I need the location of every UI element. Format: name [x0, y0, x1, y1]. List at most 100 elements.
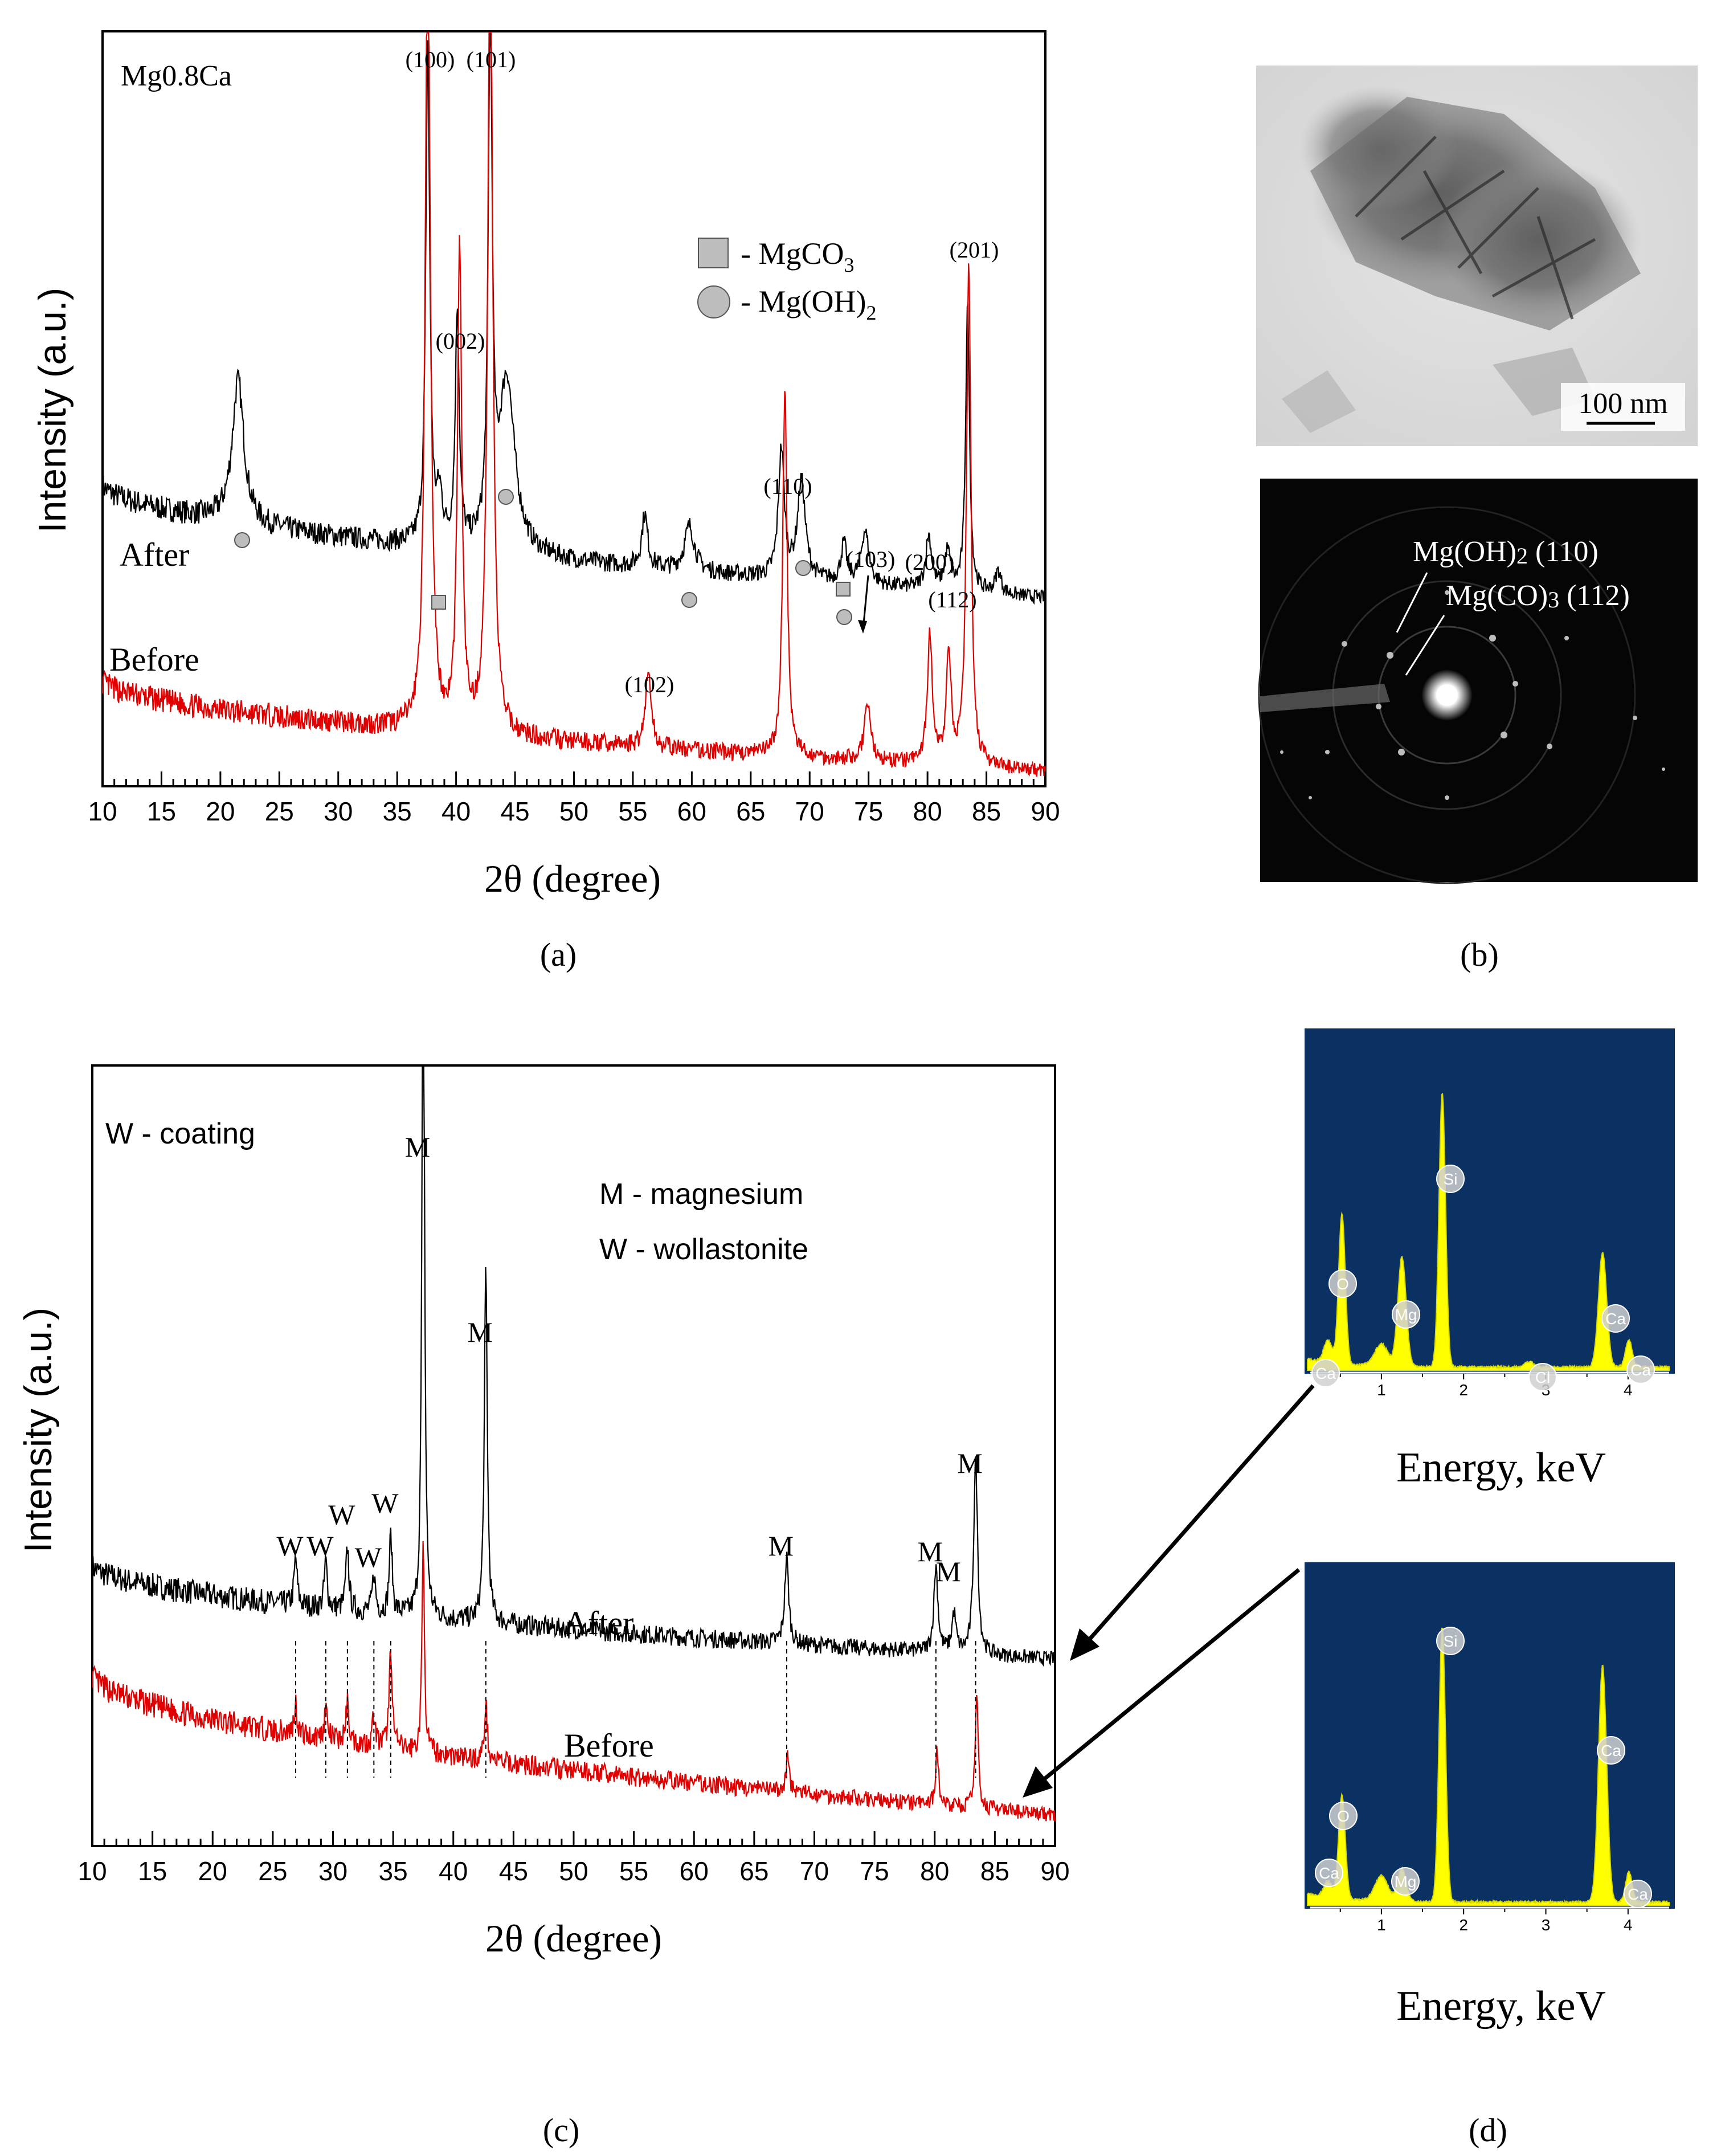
eds-element-label: O: [1337, 1807, 1350, 1825]
eds-tick-label: 1: [1377, 1381, 1386, 1399]
x-tick-label: 75: [860, 1856, 889, 1886]
mgco3-marker: [431, 595, 446, 610]
hkl-label: (103): [846, 546, 896, 572]
eds-element-badge: [1311, 1359, 1340, 1387]
eds-element-label: Mg: [1395, 1306, 1417, 1324]
x-tick-label: 45: [500, 797, 529, 826]
eds-element-label: Mg: [1395, 1873, 1417, 1890]
eds-element-badge: [1528, 1363, 1557, 1391]
saed-label-110: Mg(OH)2 (110): [1413, 536, 1599, 569]
hkl-label: (200): [905, 549, 955, 575]
x-tick-label: 15: [147, 797, 176, 826]
x-tick-label: 30: [324, 797, 353, 826]
series-line-after: [101, 31, 1046, 605]
mgoh2-marker: [795, 560, 811, 576]
x-tick-label: 40: [439, 1856, 468, 1886]
x-tick-label: 50: [559, 1856, 588, 1886]
eds-tick-label: 4: [1624, 1916, 1633, 1934]
x-tick-label: 80: [920, 1856, 949, 1886]
eds-plot-1: 1234CaOMgSiClCaCa: [1305, 1093, 1675, 1399]
eds-element-badge: [1315, 1859, 1343, 1887]
x-tick-label: 15: [138, 1856, 167, 1886]
eds-element-badge: [1601, 1304, 1630, 1333]
peak-mark-label: M: [405, 1131, 430, 1163]
panel-label-c: (c): [543, 2112, 579, 2149]
peak-mark-label: M: [768, 1530, 794, 1562]
eds-spectrum-fill: [1307, 1627, 1670, 1906]
x-tick-label: 90: [1040, 1856, 1069, 1886]
mgoh2-marker: [234, 532, 250, 548]
x-tick-label: 90: [1031, 797, 1060, 826]
series-label-after-a: After: [120, 536, 189, 573]
x-ticks-c: 10 15 20 25 30 35 40 45 50 55 60 65 70 75 80 85 90: [77, 1831, 1070, 1886]
pointer-arrow: [1041, 1568, 1301, 1782]
eds-spectrum-1: [1305, 1028, 1675, 1399]
mgoh2-marker: [836, 609, 852, 625]
pointer-arrowhead: [1070, 1628, 1099, 1661]
x-tick-label: 20: [206, 797, 235, 826]
series-lines-a: [101, 31, 1047, 777]
scale-bar-label: 100 nm: [1578, 387, 1667, 420]
x-tick-label: 70: [800, 1856, 829, 1886]
pointer-arrowhead: [1023, 1766, 1053, 1798]
series-label-after-c: After: [564, 1604, 633, 1642]
hkl-arrow: [862, 575, 869, 630]
eds-element-badge: [1626, 1355, 1655, 1384]
series-label-before-c: Before: [564, 1727, 654, 1764]
legend-wollastonite: W - wollastonite: [599, 1233, 808, 1266]
legend-circle-icon: [697, 285, 730, 318]
y-axis-label-a: Intensity (a.u.): [31, 288, 74, 533]
x-tick-label: 35: [379, 1856, 408, 1886]
x-tick-label: 85: [972, 797, 1001, 826]
x-tick-label: 85: [980, 1856, 1009, 1886]
x-tick-label: 10: [77, 1856, 107, 1886]
eds-element-label: Ca: [1601, 1742, 1621, 1759]
eds-tick-label: 2: [1459, 1381, 1468, 1399]
mgoh2-marker: [681, 592, 697, 608]
x-tick-label: 40: [442, 797, 471, 826]
x-tick-label: 20: [198, 1856, 227, 1886]
x-tick-label: 45: [499, 1856, 528, 1886]
x-tick-label: 60: [680, 1856, 709, 1886]
eds-element-label: Ca: [1630, 1361, 1651, 1379]
hkl-label: (110): [763, 473, 812, 499]
peak-mark-label: W: [306, 1530, 334, 1562]
peak-mark-label: M: [935, 1555, 960, 1587]
peak-mark-label: M: [918, 1536, 943, 1567]
eds-element-label: Ca: [1628, 1885, 1648, 1903]
eds-spectrum-fill: [1307, 1093, 1670, 1371]
peak-mark-label: M: [468, 1316, 493, 1348]
peak-mark-label: W: [371, 1487, 399, 1519]
hkl-label: (100): [406, 47, 455, 72]
eds-axis-band: [1305, 1374, 1675, 1399]
saed-label-112: Mg(CO)3 (112): [1446, 579, 1630, 612]
x-tick-label: 55: [619, 1856, 648, 1886]
saed-pointer: [1405, 615, 1445, 676]
series-lines-c: [91, 1065, 1056, 1822]
eds-tick-label: 3: [1542, 1916, 1551, 1934]
legend-mgco3: - MgCO3: [741, 236, 855, 276]
peak-mark-label: W: [355, 1541, 382, 1573]
x-tick-label: 70: [795, 797, 824, 826]
saed-pattern: [1258, 506, 1665, 884]
hkl-label: (002): [436, 328, 485, 354]
phase-markers-a: [234, 489, 852, 625]
pointer-arrow: [1086, 1384, 1315, 1643]
x-tick-label: 25: [265, 797, 294, 826]
eds-element-badge: [1624, 1880, 1652, 1908]
mgoh2-marker: [498, 489, 514, 505]
panel-label-a: (a): [540, 936, 577, 973]
eds-panel-d: 1 2 3 4 Ca O Mg Si Cl Ca Ca Energy, keV 1 2 3 4 Ca O Mg S…: [1023, 1028, 1675, 2030]
saed-pointer: [1396, 572, 1428, 633]
x-tick-label: 10: [88, 797, 117, 826]
x-ticks-a: 10 15 20 25 30 35 40 45 50 55 60 65 70 75 80 85 90: [88, 771, 1060, 826]
x-axis-label-c: 2θ (degree): [485, 1917, 662, 1960]
hkl-label: (112): [928, 587, 976, 612]
eds-element-badge: [1329, 1802, 1358, 1830]
x-tick-label: 75: [854, 797, 883, 826]
eds-element-badge: [1436, 1165, 1465, 1193]
sample-label-a: Mg0.8Ca: [121, 60, 232, 92]
x-tick-label: 55: [618, 797, 647, 826]
